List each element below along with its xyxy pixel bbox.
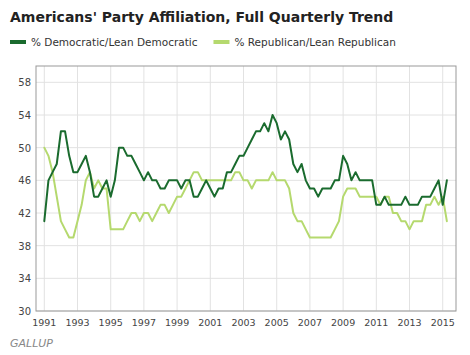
plot-frame xyxy=(36,66,456,311)
x-tick-label: 1995 xyxy=(99,317,123,328)
y-grid-line xyxy=(36,147,456,148)
x-tick-label: 2005 xyxy=(265,317,289,328)
y-grid-line xyxy=(36,82,456,83)
x-axis: 1991 1993 1995 1997 1999 2001 2003 2005 2007 2009… xyxy=(32,317,455,328)
x-grid-line xyxy=(143,66,144,311)
legend-swatch xyxy=(10,40,26,44)
x-tick-label: 2015 xyxy=(431,317,455,328)
x-tick-label: 1999 xyxy=(165,317,189,328)
x-grid-line xyxy=(44,66,45,311)
y-tick-label: 42 xyxy=(18,208,31,219)
x-tick-label: 1997 xyxy=(132,317,156,328)
y-tick-label: 34 xyxy=(18,273,31,284)
legend-swatch xyxy=(213,40,229,44)
legend-label: % Democratic/Lean Democratic xyxy=(31,36,198,48)
x-grid-line xyxy=(376,66,377,311)
y-tick-label: 38 xyxy=(18,241,31,252)
y-tick-label: 58 xyxy=(18,77,31,88)
x-grid-line xyxy=(177,66,178,311)
x-tick-label: 1993 xyxy=(65,317,89,328)
x-grid-line xyxy=(110,66,111,311)
x-grid-line xyxy=(276,66,277,311)
source-annotation: GALLUP xyxy=(10,337,53,350)
y-axis: 30 34 38 42 46 50 54 58 xyxy=(18,77,31,317)
x-tick-label: 2013 xyxy=(397,317,421,328)
lines xyxy=(44,115,447,238)
y-tick-label: 30 xyxy=(18,306,31,317)
x-grid-line xyxy=(442,66,443,311)
series-line xyxy=(44,115,447,221)
x-grid-line xyxy=(77,66,78,311)
y-tick-label: 46 xyxy=(18,175,31,186)
series-line xyxy=(44,148,447,238)
grid xyxy=(36,66,456,311)
x-grid-line xyxy=(343,66,344,311)
x-grid-line xyxy=(243,66,244,311)
x-tick-label: 1991 xyxy=(32,317,56,328)
chart-title: Americans' Party Affiliation, Full Quart… xyxy=(10,9,393,25)
x-grid-line xyxy=(409,66,410,311)
y-tick-label: 54 xyxy=(18,110,31,121)
y-tick-label: 50 xyxy=(18,143,31,154)
legend-label: % Republican/Lean Republican xyxy=(234,36,395,48)
y-grid-line xyxy=(36,115,456,116)
x-tick-label: 2003 xyxy=(231,317,255,328)
x-tick-label: 2009 xyxy=(331,317,355,328)
legend: % Democratic/Lean Democratic % Republican… xyxy=(10,36,396,48)
x-tick-label: 2007 xyxy=(298,317,322,328)
y-grid-line xyxy=(36,278,456,279)
chart: Americans' Party Affiliation, Full Quart… xyxy=(0,0,470,355)
y-grid-line xyxy=(36,245,456,246)
x-tick-label: 2001 xyxy=(198,317,222,328)
x-tick-label: 2011 xyxy=(364,317,388,328)
